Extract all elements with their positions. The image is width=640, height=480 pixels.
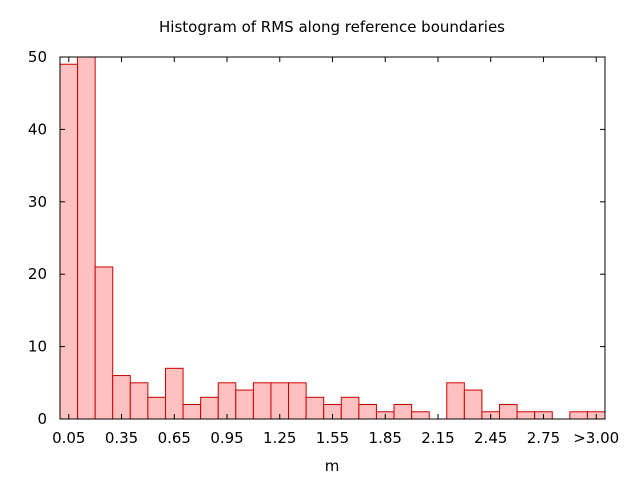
histogram-bar: [446, 382, 465, 420]
x-tick-label: 2.75: [527, 429, 560, 447]
histogram-bar: [147, 396, 166, 420]
chart-title: Histogram of RMS along reference boundar…: [159, 18, 505, 36]
histogram-bar: [393, 404, 413, 420]
x-tick-label: 1.85: [369, 429, 402, 447]
histogram-bar: [200, 396, 219, 420]
histogram-bar: [59, 63, 79, 420]
y-tick-label: 50: [28, 48, 47, 66]
y-tick-label: 40: [28, 120, 47, 138]
x-tick-label: 2.45: [474, 429, 507, 447]
histogram-bar: [182, 404, 202, 420]
x-tick-label: 1.55: [316, 429, 349, 447]
histogram-bar: [569, 411, 588, 420]
histogram-bar: [358, 404, 377, 420]
histogram-bar: [499, 404, 518, 420]
y-tick-label: 0: [37, 410, 47, 428]
histogram-bar: [217, 382, 237, 420]
histogram-bar: [516, 411, 536, 420]
plot-frame: [59, 56, 606, 420]
histogram-bar: [305, 396, 325, 420]
histogram-bar: [112, 375, 131, 420]
x-axis-label: m: [325, 457, 340, 475]
x-tick-label: 0.65: [158, 429, 191, 447]
y-tick-label: 20: [28, 265, 47, 283]
histogram-bar: [411, 411, 430, 420]
histogram-bar: [288, 382, 307, 420]
y-tick-label: 30: [28, 193, 47, 211]
x-tick-label: 0.95: [210, 429, 243, 447]
histogram-bar: [340, 396, 360, 420]
histogram-bar: [164, 367, 184, 420]
histogram-bar: [252, 382, 272, 420]
x-tick-label: >3.00: [573, 429, 619, 447]
ticks-group: 0 10 20 30 40 50 0.05 0.35 0.65 0.95 1.25 1.55 1.85 2…: [28, 48, 619, 447]
histogram-bar: [270, 382, 290, 420]
y-tick-label: 10: [28, 338, 47, 356]
x-tick-label: 0.05: [52, 429, 85, 447]
x-tick-label: 2.15: [421, 429, 454, 447]
histogram-bar: [463, 389, 483, 420]
histogram-bar: [94, 266, 114, 420]
x-tick-label: 1.25: [263, 429, 296, 447]
histogram-bar: [77, 56, 96, 420]
histogram-bar: [129, 382, 149, 420]
histogram-bar: [235, 389, 254, 420]
bars-group: [59, 56, 606, 420]
x-tick-label: 0.35: [105, 429, 138, 447]
